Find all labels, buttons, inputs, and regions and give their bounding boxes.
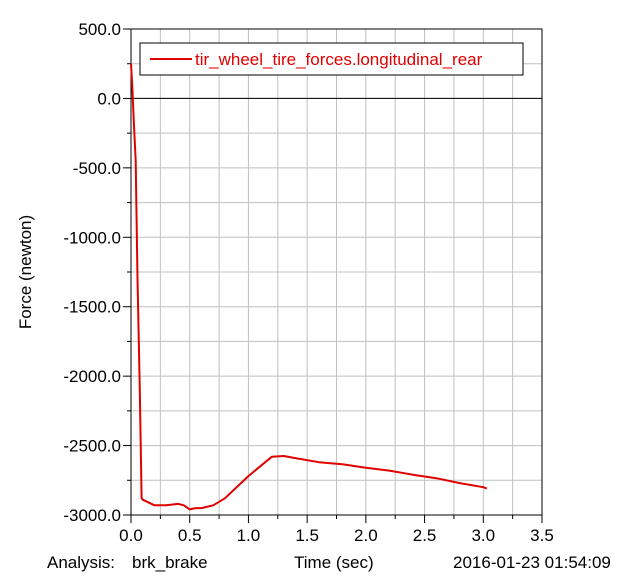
series-line xyxy=(130,63,488,511)
analysis-label: Analysis: xyxy=(47,553,116,572)
x-tick-label: 1.0 xyxy=(237,526,261,545)
legend-box xyxy=(139,42,524,76)
y-tick-label: 0.0 xyxy=(97,89,121,108)
y-tick-label: -1500.0 xyxy=(63,298,121,317)
x-tick-label: 1.5 xyxy=(295,526,319,545)
ticks: 0.0 0.5 1.0 1.5 2.0 2.5 3.0 3.5 500.0 0.0 -500.0 -1… xyxy=(63,20,553,545)
y-tick-label: -2500.0 xyxy=(63,437,121,456)
y-tick-label: 500.0 xyxy=(78,20,121,39)
y-tick-label: -3000.0 xyxy=(63,506,121,525)
analysis-name: brk_brake xyxy=(132,553,208,572)
x-tick-label: 3.5 xyxy=(530,526,554,545)
timestamp: 2016-01-23 01:54:09 xyxy=(453,553,611,572)
legend: tir_wheel_tire_forces.longitudinal_rear xyxy=(139,42,524,76)
x-tick-label: 2.0 xyxy=(354,526,378,545)
x-tick-label: 2.5 xyxy=(413,526,437,545)
x-axis-label: Time (sec) xyxy=(294,553,374,572)
series-group xyxy=(130,63,488,511)
x-tick-label: 0.0 xyxy=(119,526,143,545)
x-tick-label: 3.0 xyxy=(471,526,495,545)
legend-label: tir_wheel_tire_forces.longitudinal_rear xyxy=(195,50,483,69)
y-tick-label: -500.0 xyxy=(73,159,121,178)
y-tick-label: -2000.0 xyxy=(63,367,121,386)
x-tick-label: 0.5 xyxy=(178,526,202,545)
y-tick-label: -1000.0 xyxy=(63,228,121,247)
y-axis-label: Force (newton) xyxy=(16,215,35,329)
